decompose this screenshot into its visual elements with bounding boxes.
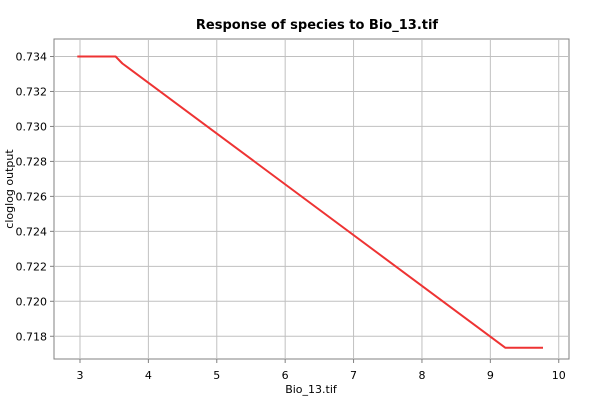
series-layer (77, 55, 543, 349)
x-axis: 3 4 5 6 7 8 9 10 (76, 359, 566, 382)
y-tick-label: 0.724 (16, 225, 48, 238)
y-tick-label: 0.732 (16, 85, 48, 98)
y-axis-title: cloglog output (3, 149, 16, 229)
plot-area (53, 38, 570, 360)
x-tick-label: 5 (213, 369, 220, 382)
y-tick-label: 0.720 (16, 295, 48, 308)
x-tick-label: 7 (350, 369, 357, 382)
x-tick-label: 3 (76, 369, 83, 382)
x-tick-label: 9 (487, 369, 494, 382)
y-tick-label: 0.730 (16, 120, 48, 133)
y-tick-label: 0.722 (16, 260, 48, 273)
x-tick-label: 6 (282, 369, 289, 382)
chart-title: Response of species to Bio_13.tif (196, 18, 439, 33)
x-tick-label: 4 (145, 369, 152, 382)
x-tick-label: 10 (552, 369, 566, 382)
x-tick-label: 8 (418, 369, 425, 382)
y-tick-label: 0.728 (16, 155, 48, 168)
grid (54, 39, 569, 359)
y-tick-label: 0.734 (16, 50, 48, 63)
y-axis: 0.718 0.720 0.722 0.724 0.726 0.728 0.730 0.732… (16, 50, 54, 343)
y-tick-label: 0.718 (16, 330, 48, 343)
series-line (77, 55, 543, 349)
y-tick-label: 0.726 (16, 190, 48, 203)
x-axis-title: Bio_13.tif (285, 383, 338, 396)
